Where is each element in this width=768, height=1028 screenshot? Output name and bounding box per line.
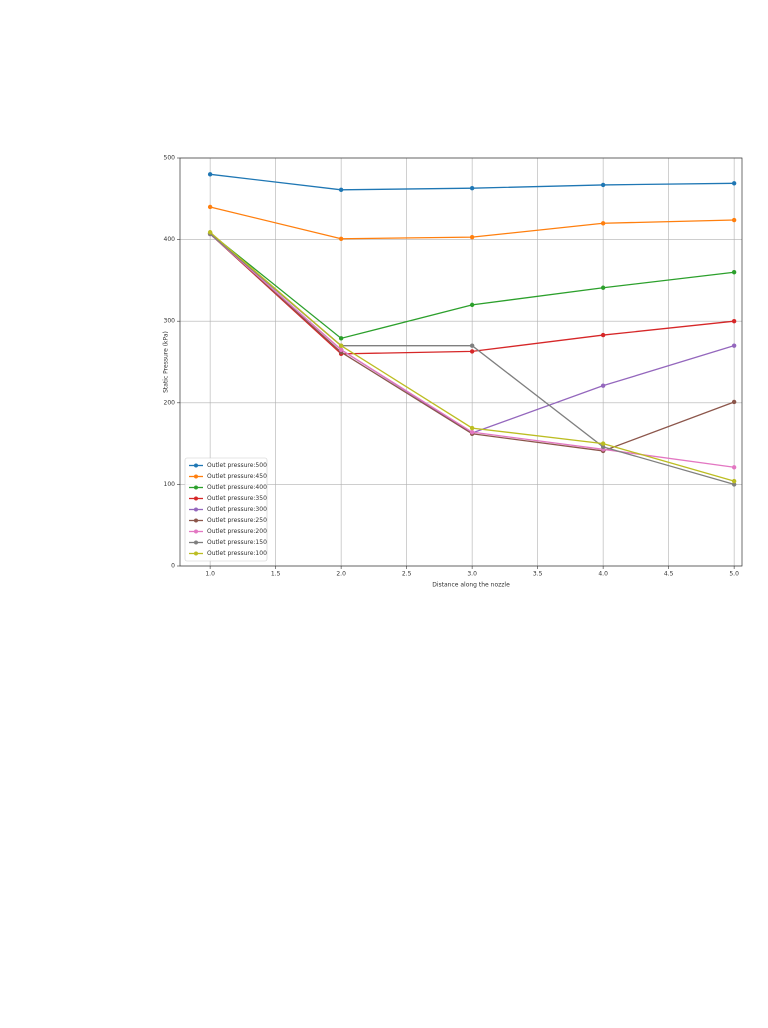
y-tick-label: 200 — [164, 399, 176, 406]
legend-marker — [194, 463, 198, 468]
x-tick-label: 2.0 — [336, 571, 346, 578]
y-tick-label: 400 — [164, 236, 176, 243]
data-point — [731, 482, 737, 487]
data-point — [731, 399, 737, 405]
x-tick-label: 4.5 — [664, 571, 674, 578]
data-point — [469, 429, 475, 435]
legend: Outlet pressure:500 Outlet pressure:450 Ou… — [184, 457, 268, 562]
data-point — [338, 343, 344, 348]
data-point — [731, 343, 737, 348]
legend-label: Outlet pressure:400 — [207, 484, 267, 491]
data-point — [469, 185, 475, 191]
x-tick-label: 1.0 — [205, 571, 215, 578]
data-point — [600, 383, 606, 388]
legend-marker — [194, 540, 198, 545]
data-point — [338, 187, 344, 193]
legend-marker — [194, 529, 198, 534]
legend-marker — [194, 496, 198, 501]
data-point — [469, 234, 475, 240]
data-point — [338, 336, 344, 341]
data-point — [338, 347, 344, 352]
legend-label: Outlet pressure:350 — [207, 495, 267, 502]
data-point — [469, 425, 475, 431]
legend-marker — [194, 474, 198, 479]
y-tick-label: 100 — [164, 481, 176, 488]
x-tick-label: 5.0 — [729, 571, 739, 578]
x-axis-label: Distance along the nozzle — [432, 582, 510, 589]
legend-label: Outlet pressure:200 — [207, 528, 267, 535]
data-point — [600, 221, 606, 226]
x-tick-label: 1.5 — [271, 571, 281, 578]
plot-frame — [179, 157, 743, 567]
data-point — [469, 302, 475, 308]
data-point — [207, 204, 213, 210]
data-point — [469, 349, 475, 354]
data-point — [600, 182, 606, 188]
data-point — [731, 270, 737, 275]
data-point — [469, 343, 475, 348]
y-axis-label: Static Pressure (kPa) — [163, 331, 170, 393]
data-point — [731, 319, 737, 324]
data-point — [600, 285, 606, 290]
data-point — [600, 444, 606, 450]
data-point — [338, 236, 344, 241]
x-tick-label: 3.5 — [533, 571, 543, 578]
legend-label: Outlet pressure:300 — [207, 506, 267, 513]
y-tick-label: 300 — [164, 318, 176, 325]
data-point — [731, 181, 737, 186]
legend-label: Outlet pressure:450 — [207, 473, 267, 480]
data-point — [731, 478, 737, 484]
legend-label: Outlet pressure:150 — [207, 539, 267, 546]
legend-label: Outlet pressure:100 — [207, 550, 267, 557]
legend-marker — [194, 518, 198, 523]
data-point — [731, 217, 737, 223]
y-tick-label: 500 — [164, 155, 176, 162]
legend-marker — [194, 507, 198, 512]
legend-marker — [194, 551, 198, 556]
y-tick-label: 0 — [171, 563, 175, 570]
x-tick-label: 4.0 — [598, 571, 608, 578]
data-point — [731, 465, 737, 470]
legend-label: Outlet pressure:500 — [207, 462, 267, 469]
legend-marker — [194, 485, 198, 490]
legend-box — [184, 457, 268, 562]
legend-label: Outlet pressure:250 — [207, 517, 267, 524]
x-tick-label: 2.5 — [402, 571, 412, 578]
data-point — [207, 172, 213, 177]
x-tick-label: 3.0 — [467, 571, 477, 578]
data-point — [600, 441, 606, 446]
data-point — [207, 230, 213, 235]
data-point — [600, 332, 606, 338]
